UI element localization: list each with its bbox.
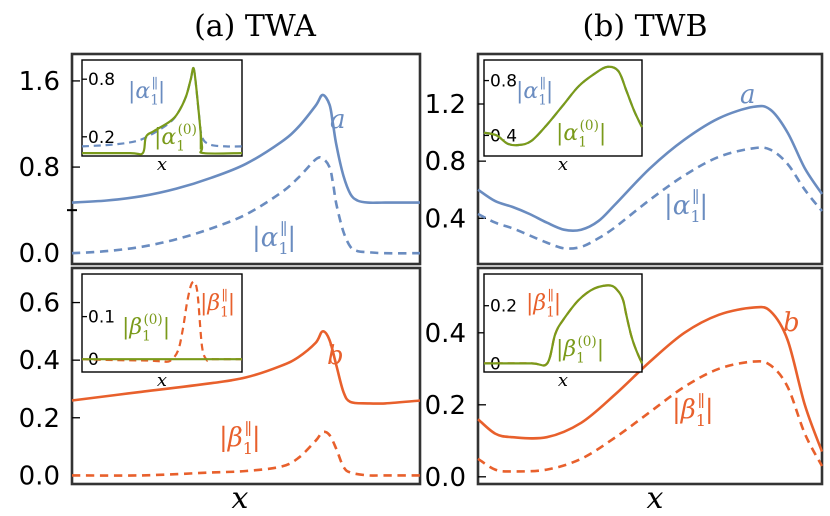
a-top-annotation-0: a — [330, 105, 346, 135]
b-top-inset-annotation-1: |α1(0)| — [556, 118, 606, 151]
b-top-inset-annotation-0: |α1∥| — [516, 76, 553, 109]
b-top-inset-x-label: x — [558, 154, 568, 175]
b-bottom-inset-annotation-1: |β1(0)| — [556, 334, 604, 367]
b-bottom-inset-ytick-label: 0.2 — [490, 297, 517, 317]
inset-a-bottom: 00.1x|β1(0)||β1∥| — [81, 273, 243, 391]
a-bottom-annotation-0: b — [327, 341, 344, 371]
b-bottom-annotation-1: |β1∥| — [672, 391, 714, 430]
b-bottom-ytick-label: 0.0 — [425, 463, 466, 493]
a-bottom-inset-annotation-1: |β1∥| — [200, 288, 235, 321]
panels: 0.00.81.6a|α1∥|0.20.8x|α1∥||α1(0)|0.40.8… — [19, 52, 824, 493]
inset-a-top: 0.2 0.8 x |α1∥| |α1(0)| — [81, 59, 243, 175]
a-bottom-inset-frame — [81, 273, 243, 373]
b-top-annotation-1: |α1∥| — [664, 187, 708, 226]
a-top-ytick-label: 1.6 — [19, 67, 60, 97]
panel-b-bottom: 0.00.20.4 b|β1∥|00.2x|β1∥||β1(0)| — [425, 266, 824, 493]
a-bottom-ytick-label: 0.6 — [19, 289, 60, 319]
a-top-inset-ytick-label: 0.2 — [88, 128, 115, 148]
a-bottom-series-1 — [71, 430, 420, 477]
a-bottom-ytick-label: 0.2 — [19, 404, 60, 434]
b-top-annotation-0: a — [740, 80, 756, 110]
panel-a-bottom: 0.00.20.40.6b|β1∥|00.1x|β1(0)||β1∥| — [19, 266, 422, 491]
a-bottom-inset-x-label: x — [157, 370, 167, 391]
a-bottom-inset-annotation-0: |β1(0)| — [122, 312, 170, 345]
a-top-ytick-label: 0.0 — [19, 239, 60, 269]
a-top-series-1 — [71, 156, 421, 255]
b-top-inset-ytick-label: 0.8 — [490, 72, 517, 92]
b-top-inset-series-1 — [483, 65, 643, 147]
a-top-inset-frame — [81, 59, 243, 157]
x-label-right: x — [647, 481, 664, 516]
a-top-ytick-label: 0.8 — [19, 153, 60, 183]
b-top-ytick-label: 0.8 — [425, 147, 466, 177]
a-top-inset-ytick-label: 0.8 — [88, 70, 115, 90]
inset-b-bottom: 00.2x|β1∥||β1(0)| — [483, 273, 643, 391]
b-top-inset-ytick-label: 0.4 — [490, 126, 517, 146]
b-bottom-inset-annotation-0: |β1∥| — [526, 288, 561, 321]
a-bottom-inset-ytick-label: 0.1 — [88, 308, 115, 328]
panel-a-top: 0.0 0.8 1.6 a |α1∥| 0.2 0.8 x |α1∥| |α1(0)| — [19, 52, 422, 269]
x-label-left: x — [232, 481, 249, 516]
a-top-inset-series-1 — [82, 67, 243, 156]
panel-b-top: 0.40.81.2 a|α1∥|0.40.8x|α1∥||α1(0)| — [425, 52, 824, 266]
b-bottom-ytick-label: 0.4 — [425, 319, 466, 349]
a-top-series-0 — [71, 93, 420, 205]
title-right: (b) TWB — [582, 9, 707, 44]
b-bottom-annotation-0: b — [783, 308, 800, 338]
b-bottom-inset-frame — [483, 273, 643, 373]
b-bottom-ytick-label: 0.2 — [425, 391, 466, 421]
a-bottom-series-0 — [71, 330, 421, 405]
b-top-ytick-label: 0.4 — [425, 204, 466, 234]
a-top-inset-annotation-1: |α1(0)| — [154, 122, 204, 155]
b-top-inset-frame — [483, 59, 643, 157]
b-bottom-inset-x-label: x — [558, 370, 568, 391]
title-left: (a) TWA — [194, 9, 316, 44]
b-bottom-series-0 — [477, 305, 824, 453]
a-top-annotation-1: |α1∥| — [252, 219, 296, 257]
a-bottom-ytick-label: 0.4 — [19, 346, 60, 376]
a-top-inset-annotation-0: |α1∥| — [128, 76, 165, 109]
a-bottom-inset-series-0 — [81, 280, 242, 363]
a-bottom-ytick-label: 0.0 — [19, 461, 60, 491]
b-top-ytick-label: 1.2 — [425, 90, 466, 120]
inset-b-top: 0.4 0.8 x |α1∥||α1(0)| — [483, 59, 643, 175]
a-bottom-annotation-1: |β1∥| — [219, 419, 261, 458]
b-top-series-0 — [477, 104, 824, 232]
a-top-inset-x-label: x — [157, 154, 167, 175]
b-bottom-inset-series-1 — [483, 284, 643, 367]
b-bottom-series-1 — [477, 360, 824, 473]
